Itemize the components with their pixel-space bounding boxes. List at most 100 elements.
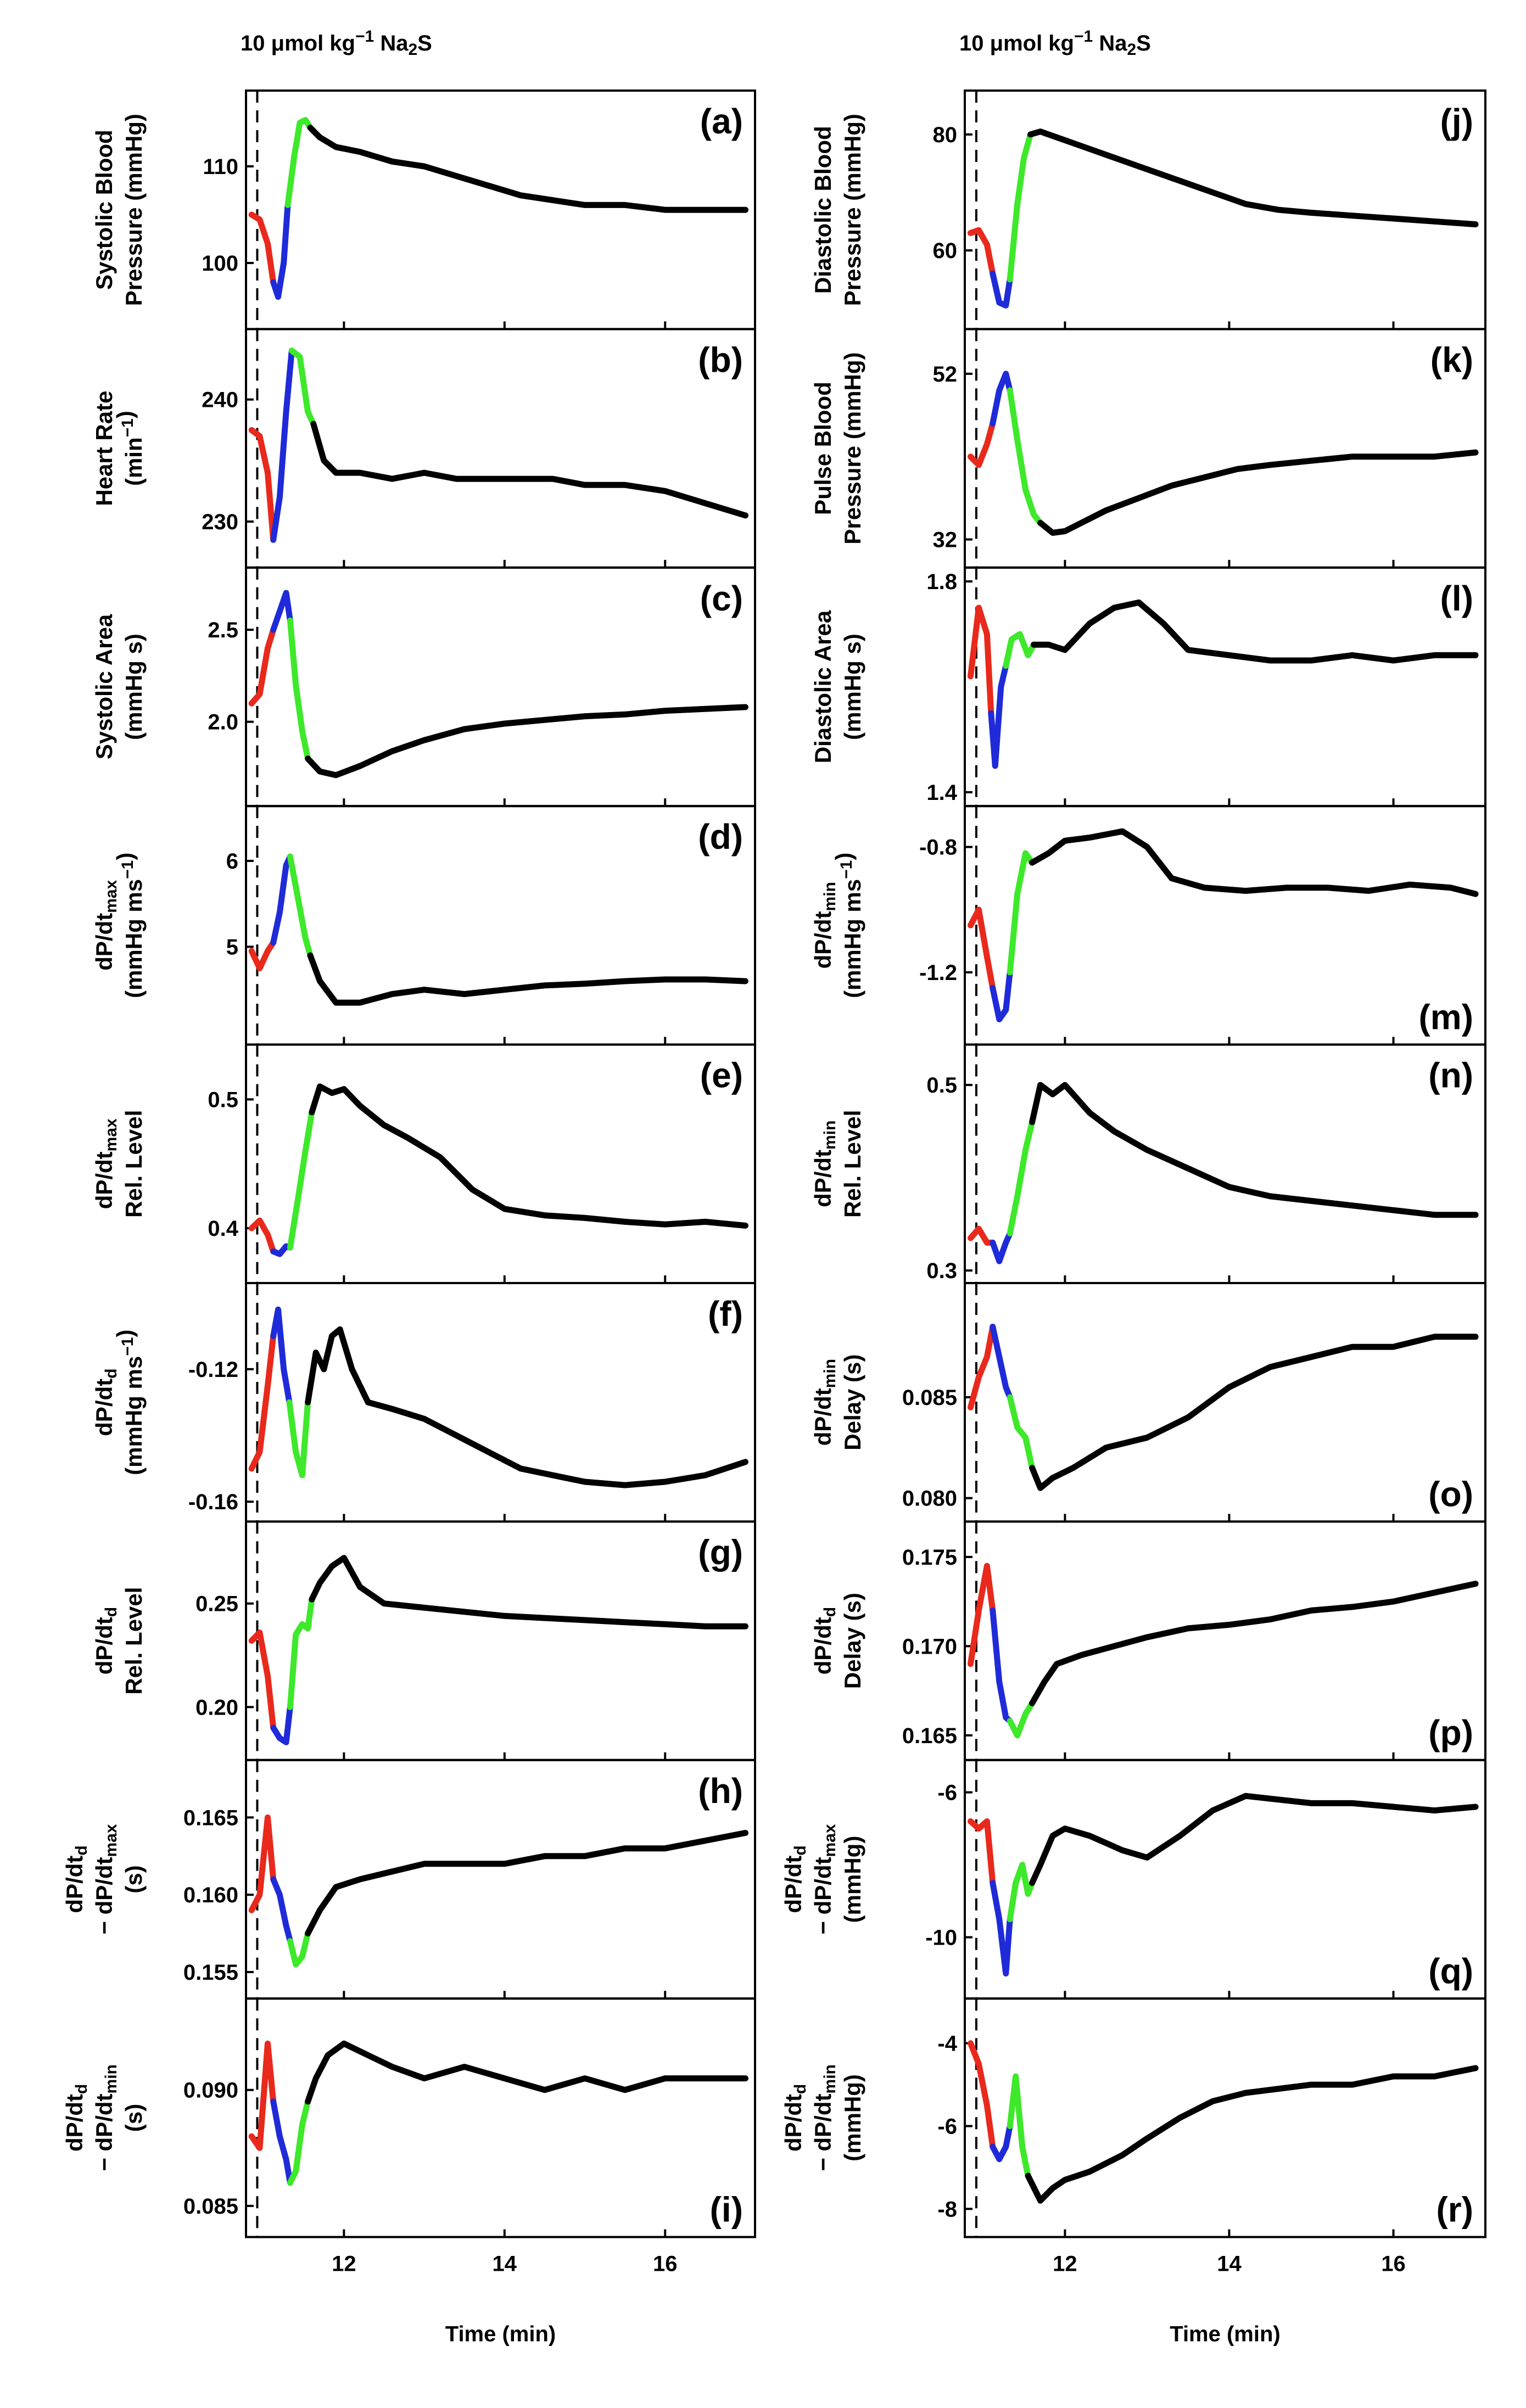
panel-c: 2.0 2.5 (c) Systolic Area (mmHg s) — [91, 566, 756, 808]
panel-r: -8 -6 -4 (r) dP/dtd− dP/dtmin (mmHg) — [780, 1997, 1486, 2238]
panel-frame — [964, 89, 1486, 331]
x-tick-label: 12 — [332, 2252, 356, 2276]
x-tick-label: 16 — [653, 2252, 678, 2276]
y-tick-label: 0.160 — [183, 1883, 238, 1907]
panel-letter: (k) — [1430, 340, 1473, 379]
y-tick-label: 0.165 — [183, 1806, 238, 1830]
series-line-black — [1025, 2065, 1479, 2204]
y-tick-label: -10 — [925, 1926, 957, 1950]
panel-letter: (o) — [1428, 1474, 1473, 1514]
y-tick-label: 110 — [203, 155, 238, 179]
y-tick-label: 80 — [933, 123, 958, 147]
panel-letter: (f) — [708, 1294, 743, 1334]
series-line-black — [1029, 1581, 1479, 1706]
series-line-blue — [990, 2123, 1013, 2163]
series-line-red — [248, 939, 277, 972]
series-line-black — [305, 1326, 748, 1488]
y-tick-label: 5 — [226, 936, 238, 960]
panel-g: 0.20 0.25 (g) dP/dtd Rel. Level — [91, 1520, 756, 1761]
panel-f: -0.16 -0.12 (f) dP/dtd (mmHg ms−1) — [91, 1282, 756, 1523]
panel-j: 60 80 (j) Diastolic Blood Pressure (mmHg) — [810, 89, 1486, 331]
series-line-red — [968, 420, 996, 468]
y-axis-label: dP/dtd — [780, 2084, 809, 2152]
panel-frame — [964, 1759, 1486, 2000]
panel-letter: (e) — [700, 1056, 743, 1095]
series-line-red — [248, 1629, 277, 1731]
series-line-red — [968, 2040, 996, 2150]
panel-frame — [964, 1043, 1486, 1284]
y-tick-label: 0.170 — [902, 1634, 957, 1659]
y-tick-label: -4 — [937, 2032, 957, 2056]
y-axis-label: − dP/dtmin — [810, 2064, 839, 2171]
y-tick-label: 0.5 — [208, 1088, 238, 1112]
y-axis-label: Rel. Level — [121, 1587, 147, 1695]
y-axis-label: Systolic Area — [91, 614, 117, 759]
series-line-black — [1029, 1082, 1479, 1218]
series-line-black — [1031, 599, 1479, 664]
panel-letter: (b) — [698, 340, 743, 379]
y-tick-label: -8 — [937, 2197, 957, 2221]
series-line-green — [1007, 2073, 1031, 2179]
panel-letter: (h) — [698, 1771, 743, 1811]
panel-l: 1.4 1.8 (l) Diastolic Area (mmHg s) — [810, 566, 1486, 808]
series-line-black — [309, 1555, 748, 1629]
panel-frame — [245, 1759, 756, 2000]
series-line-green — [1003, 631, 1037, 669]
dose-header: 10 μmol kg−1 Na2S — [241, 27, 432, 59]
y-axis-label: Rel. Level — [840, 1110, 865, 1218]
series-line-green — [1007, 1862, 1036, 1923]
panel-letter: (q) — [1428, 1951, 1473, 1991]
y-axis-label: (s) — [121, 1865, 147, 1893]
x-tick-label: 16 — [1381, 2252, 1406, 2276]
y-axis-label: Pressure (mmHg) — [840, 114, 865, 306]
y-axis-label: − dP/dtmax — [810, 1824, 839, 1935]
dose-header: 10 μmol kg−1 Na2S — [959, 27, 1151, 59]
y-axis-label: dP/dtd — [91, 1607, 120, 1675]
y-axis-label: dP/dtd — [62, 1845, 91, 1913]
series-line-red — [248, 427, 277, 543]
panel-e: 0.4 0.5 (e) dP/dtmax Rel. Level — [91, 1043, 756, 1284]
series-line-red — [248, 1217, 277, 1255]
y-tick-label: 0.085 — [183, 2194, 238, 2219]
y-tick-label: 60 — [933, 239, 958, 263]
y-axis-label: Delay (s) — [840, 1354, 865, 1451]
panel-frame — [245, 1282, 756, 1523]
y-axis-label: Pressure (mmHg) — [840, 352, 865, 545]
panel-frame — [245, 1520, 756, 1761]
panel-frame — [964, 566, 1486, 808]
panel-m: -1.2 -0.8 (m) dP/dtmin (mmHg ms−1) — [810, 805, 1486, 1046]
y-axis-label: dP/dtd — [62, 2084, 91, 2152]
series-line-green — [287, 2098, 311, 2186]
panel-frame — [964, 1997, 1486, 2238]
y-tick-label: -6 — [937, 2114, 957, 2138]
series-line-blue — [270, 853, 293, 946]
y-axis-label: Pulse Blood — [810, 382, 836, 515]
panel-frame — [245, 1043, 756, 1284]
series-line-green — [1007, 1394, 1036, 1471]
y-tick-label: 100 — [202, 251, 238, 276]
y-tick-label: 0.20 — [195, 1695, 238, 1720]
series-line-green — [287, 1930, 311, 1968]
panel-d: 5 6 (d) dP/dtmax (mmHg ms−1) — [91, 805, 756, 1046]
panel-frame — [964, 805, 1486, 1046]
panel-frame — [245, 805, 756, 1046]
y-axis-label: Diastolic Blood — [810, 126, 836, 294]
series-line-black — [305, 1830, 748, 1937]
panel-letter: (j) — [1440, 102, 1473, 141]
x-axis-label: Time (min) — [445, 2322, 556, 2347]
series-line-blue — [990, 371, 1013, 427]
y-axis-label: dP/dtmin — [810, 1359, 839, 1446]
series-line-green — [1007, 131, 1034, 283]
series-line-red — [968, 1225, 996, 1246]
series-line-green — [286, 1399, 311, 1479]
panel-letter: (c) — [700, 579, 743, 618]
series-line-red — [968, 1324, 996, 1410]
series-line-black — [307, 952, 748, 1006]
series-line-red — [248, 211, 277, 285]
y-axis-label: (min−1) — [112, 411, 147, 486]
panel-frame — [245, 1997, 756, 2238]
y-tick-label: 0.3 — [926, 1259, 957, 1283]
y-tick-label: 0.085 — [902, 1386, 957, 1410]
series-line-green — [1007, 387, 1044, 526]
